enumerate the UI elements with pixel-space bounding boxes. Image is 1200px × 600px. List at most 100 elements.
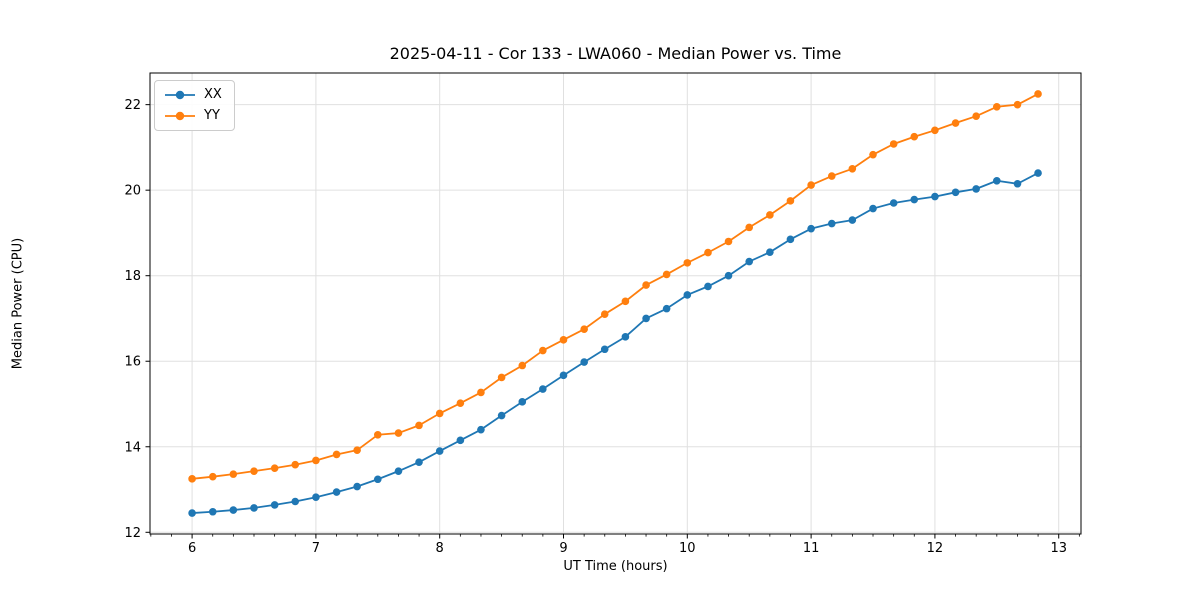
y-tick-label: 12	[124, 526, 141, 541]
x-axis-label: UT Time (hours)	[563, 559, 668, 574]
chart-title: 2025-04-11 - Cor 133 - LWA060 - Median P…	[389, 44, 842, 63]
data-point-yy	[312, 456, 320, 465]
legend-item-xx: XX	[164, 88, 222, 102]
data-point-yy	[704, 248, 712, 257]
data-point-yy	[229, 470, 238, 478]
data-point-yy	[374, 430, 382, 439]
data-point-xx	[415, 458, 423, 466]
data-point-xx	[848, 216, 857, 224]
data-point-yy	[786, 197, 795, 205]
x-tick-label: 13	[1050, 541, 1067, 556]
data-point-xx	[435, 447, 444, 455]
data-point-yy	[1034, 90, 1042, 98]
y-tick-label: 22	[124, 98, 141, 113]
data-point-xx	[869, 204, 877, 213]
data-point-yy	[972, 112, 980, 120]
data-point-xx	[518, 398, 527, 406]
legend-marker-yy	[165, 111, 195, 121]
data-point-xx	[229, 506, 238, 514]
x-tick-label: 12	[927, 541, 944, 556]
series-line-yy	[191, 93, 1039, 480]
data-point-xx	[972, 185, 980, 193]
legend: XX YY	[154, 80, 235, 131]
data-point-xx	[456, 436, 465, 445]
data-point-yy	[270, 464, 279, 472]
data-point-yy	[827, 172, 836, 180]
data-point-yy	[250, 467, 258, 475]
data-point-yy	[724, 237, 733, 246]
data-point-xx	[374, 475, 382, 484]
data-point-yy	[993, 102, 1001, 111]
data-point-xx	[642, 314, 650, 323]
data-point-yy	[621, 297, 630, 306]
data-point-xx	[250, 504, 258, 512]
data-point-xx	[724, 271, 733, 280]
data-point-yy	[394, 429, 403, 437]
x-tick-label: 7	[312, 541, 320, 556]
data-point-xx	[332, 488, 341, 496]
data-point-xx	[786, 235, 795, 244]
data-point-xx	[477, 425, 485, 434]
y-tick-label: 18	[124, 269, 141, 284]
data-point-xx	[662, 304, 671, 313]
data-point-xx	[827, 219, 836, 228]
x-tick-label: 8	[436, 541, 444, 556]
data-point-xx	[559, 371, 568, 380]
y-tick-label: 14	[124, 440, 141, 455]
y-tick-label: 16	[124, 355, 141, 370]
data-point-yy	[1013, 100, 1022, 109]
data-point-xx	[1034, 169, 1042, 177]
data-point-yy	[518, 361, 527, 370]
legend-label-xx: XX	[204, 87, 222, 102]
data-point-xx	[704, 282, 712, 291]
data-point-yy	[291, 460, 300, 469]
data-point-yy	[931, 126, 939, 135]
data-point-yy	[642, 281, 650, 289]
data-point-yy	[497, 373, 506, 382]
data-point-yy	[539, 346, 547, 355]
data-point-xx	[993, 176, 1001, 185]
data-point-xx	[394, 467, 403, 475]
data-point-xx	[621, 333, 630, 341]
data-point-yy	[580, 325, 588, 333]
data-point-xx	[807, 224, 815, 233]
data-point-xx	[208, 507, 217, 516]
data-point-xx	[580, 358, 588, 366]
data-point-xx	[291, 497, 300, 506]
data-point-yy	[807, 181, 815, 189]
data-point-yy	[435, 409, 444, 418]
legend-label-yy: YY	[204, 108, 220, 123]
data-point-yy	[188, 475, 196, 483]
data-point-yy	[683, 259, 692, 267]
data-point-xx	[931, 192, 939, 201]
y-tick-label: 20	[124, 184, 141, 199]
legend-marker-xx	[165, 90, 195, 100]
data-point-yy	[332, 450, 341, 459]
data-point-yy	[951, 119, 960, 127]
data-point-yy	[477, 388, 485, 397]
data-point-yy	[208, 472, 217, 481]
data-point-xx	[910, 195, 919, 204]
plot-border	[149, 72, 1082, 535]
data-point-xx	[1013, 179, 1022, 188]
data-point-yy	[662, 270, 671, 279]
data-point-xx	[889, 199, 898, 207]
data-point-yy	[889, 140, 898, 148]
data-point-yy	[910, 132, 919, 141]
data-point-xx	[270, 501, 279, 509]
data-point-xx	[600, 345, 609, 354]
data-point-yy	[559, 336, 568, 344]
data-point-yy	[848, 164, 857, 173]
x-tick-label: 11	[803, 541, 820, 556]
data-point-xx	[745, 257, 754, 266]
data-point-xx	[683, 291, 692, 299]
data-point-xx	[539, 385, 547, 393]
data-point-yy	[745, 223, 754, 232]
data-point-yy	[766, 211, 774, 219]
data-point-xx	[766, 248, 774, 256]
data-point-yy	[353, 446, 361, 454]
data-point-yy	[869, 150, 877, 159]
data-point-xx	[497, 411, 506, 420]
data-point-yy	[415, 421, 423, 430]
